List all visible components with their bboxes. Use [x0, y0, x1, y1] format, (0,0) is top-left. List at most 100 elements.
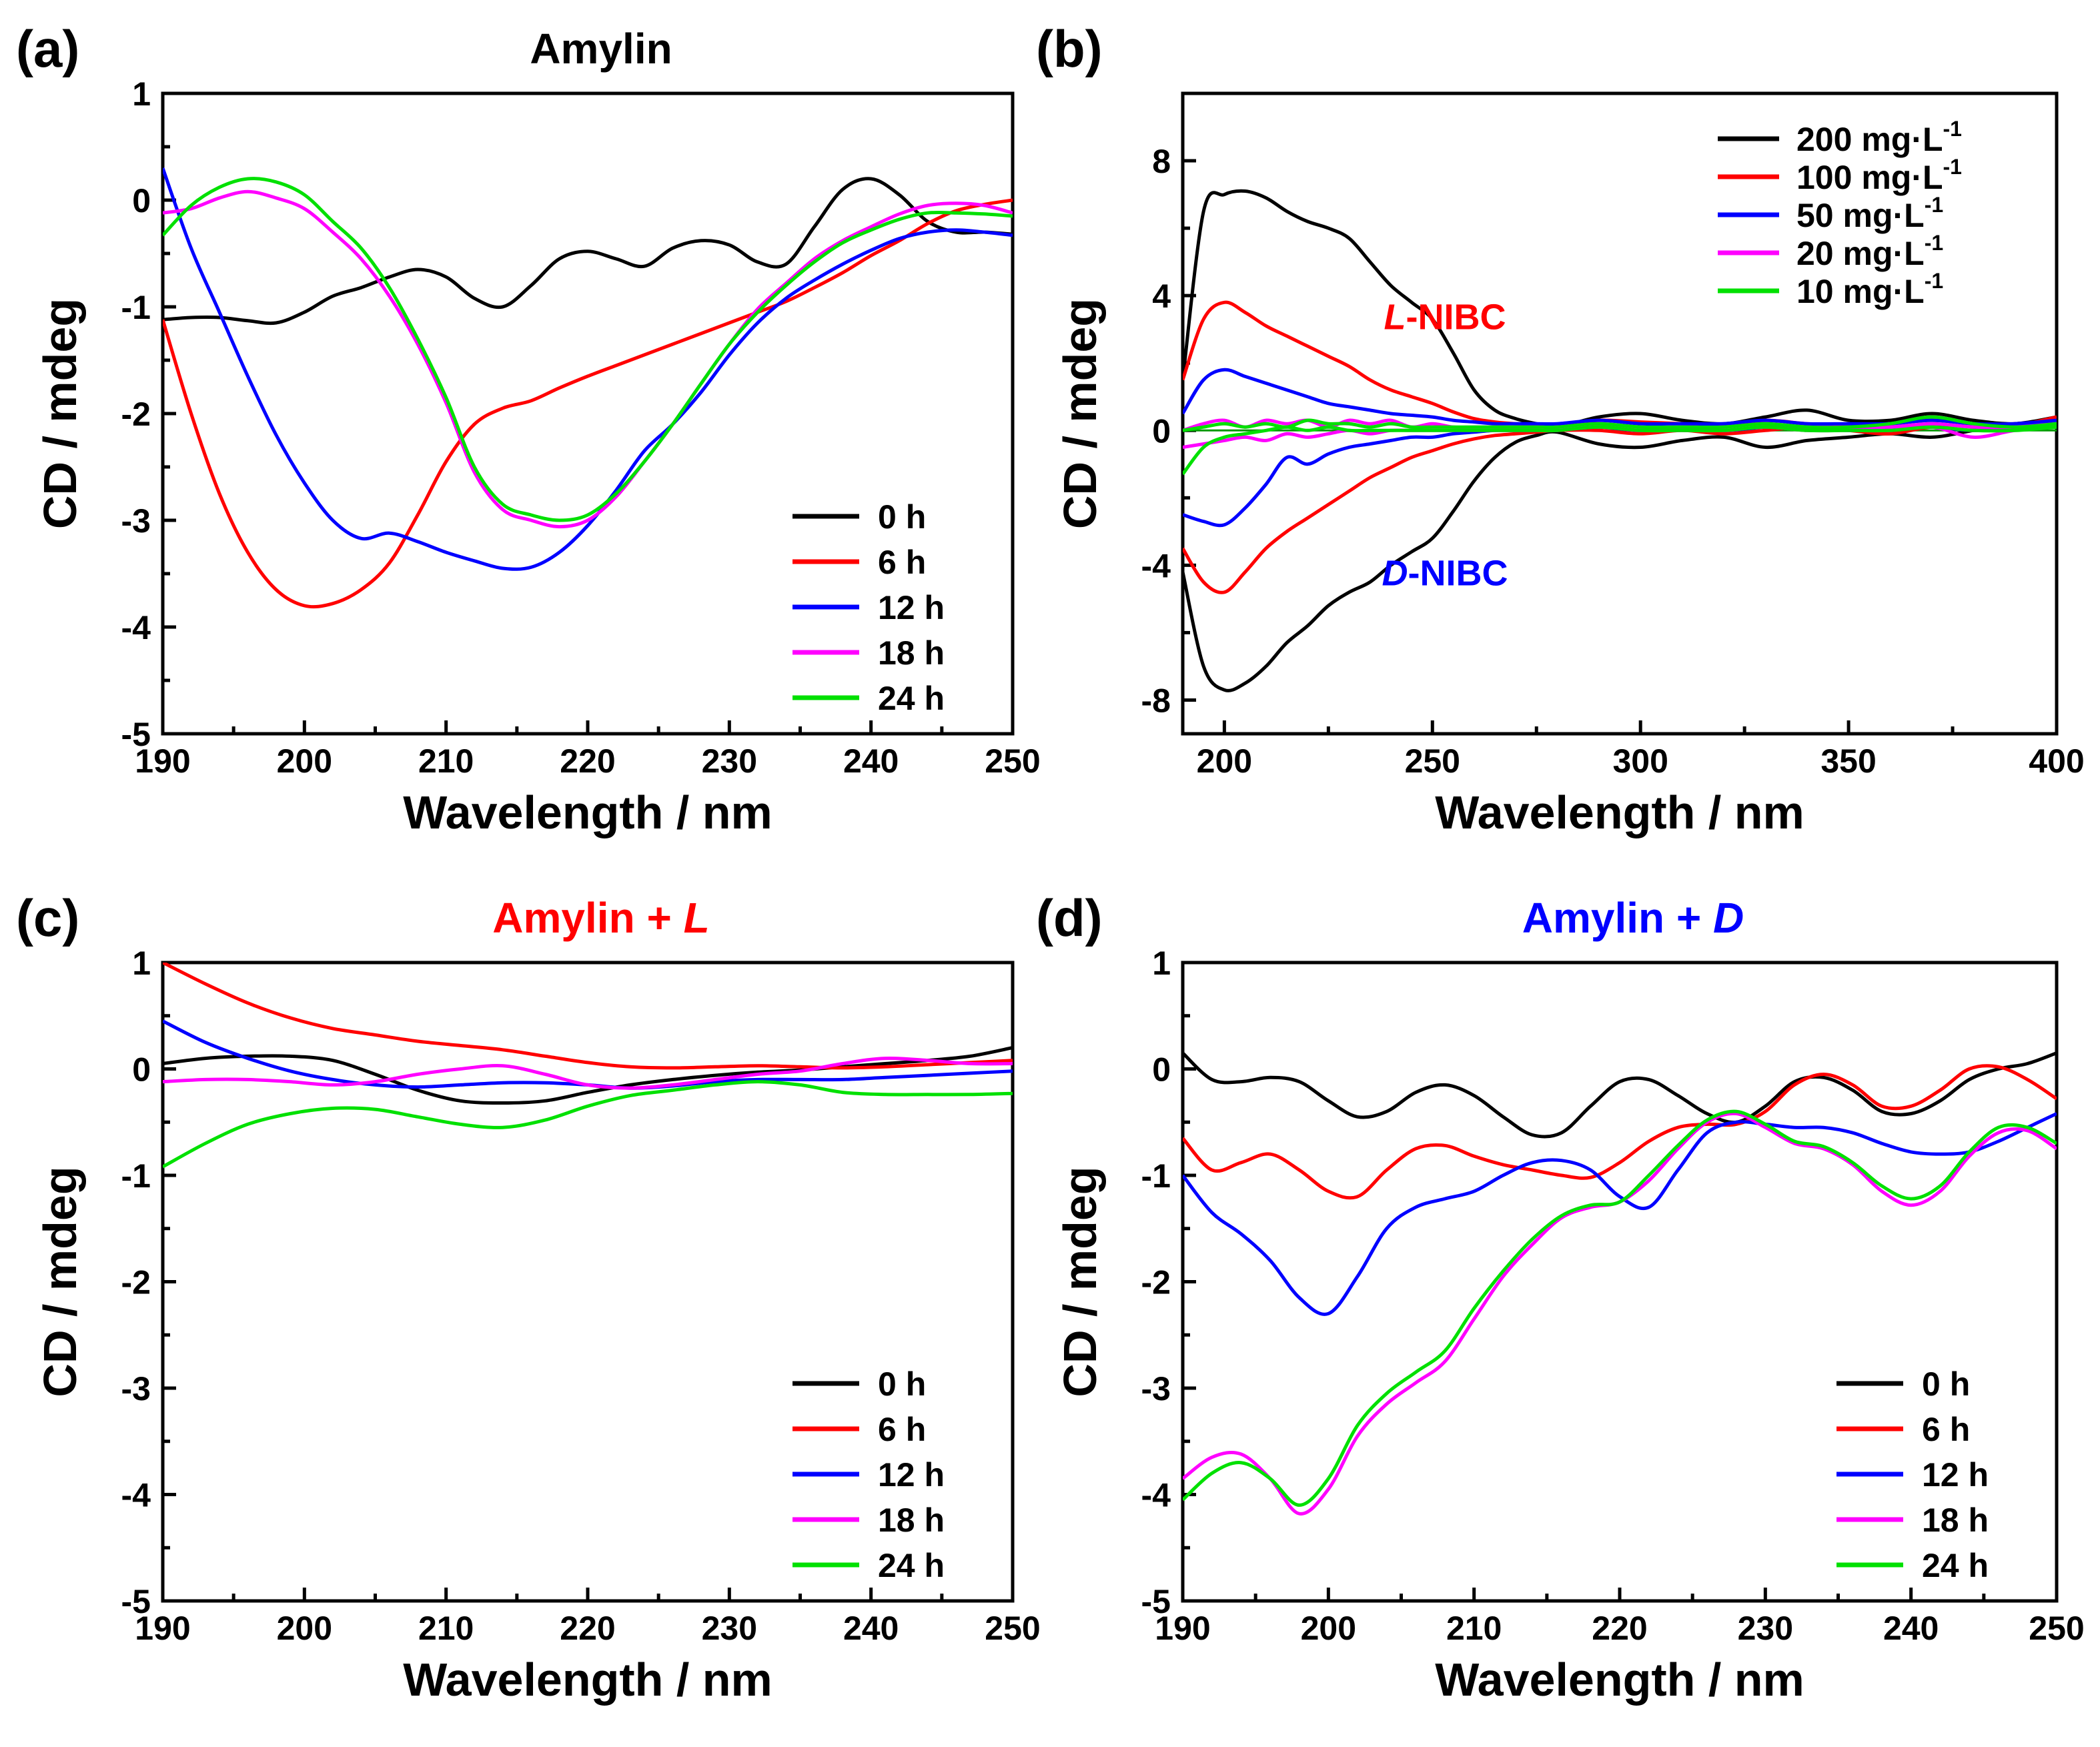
legend-label: 6 h [878, 1411, 926, 1448]
y-tick-label: 8 [1152, 143, 1171, 180]
y-tick-label: 1 [132, 75, 151, 113]
x-tick-label: 210 [1446, 1610, 1502, 1647]
y-tick-label: -5 [121, 1583, 151, 1620]
series-line [163, 177, 1013, 522]
y-tick-label: -5 [1141, 1583, 1171, 1620]
chart-title-part: Amylin + [492, 894, 683, 942]
chart-title-part: D [1713, 894, 1744, 942]
series-line [163, 198, 1013, 609]
x-tick-label: 250 [1405, 742, 1460, 780]
y-tick-label: -3 [121, 1370, 151, 1407]
legend-label: 24 h [878, 680, 945, 717]
annotation-part: -NIBC [1406, 298, 1506, 338]
x-tick-label: 400 [2029, 742, 2084, 780]
annotation: D-NIBC [1382, 554, 1508, 594]
chart-title-part: Amylin [530, 25, 672, 73]
series-line [1183, 421, 2057, 692]
chart-title-part: L [684, 894, 710, 942]
series-line [163, 1056, 1013, 1090]
series-line [1183, 368, 2057, 426]
annotation-part: -NIBC [1408, 554, 1508, 594]
y-tick-label: 0 [132, 1051, 151, 1089]
legend-label: 18 h [878, 634, 945, 672]
annotation: L-NIBC [1384, 298, 1506, 338]
y-tick-label: -4 [1141, 1477, 1171, 1514]
x-tick-label: 240 [843, 1610, 899, 1647]
x-tick-label: 240 [843, 742, 899, 780]
x-tick-label: 210 [418, 1610, 474, 1647]
legend-label: 100 mg·L-1 [1796, 155, 1962, 196]
y-tick-label: -8 [1141, 682, 1171, 719]
series-line [163, 177, 1013, 326]
series-line [163, 1046, 1013, 1105]
y-tick-label: -5 [121, 716, 151, 753]
y-axis-label: CD / mdeg [34, 298, 86, 529]
annotation-part: D [1382, 554, 1408, 594]
legend-label-text: 20 mg·L [1796, 235, 1925, 272]
legend-label-text: 200 mg·L [1796, 121, 1943, 158]
x-tick-label: 200 [277, 742, 332, 780]
series-line [1183, 1111, 2057, 1516]
y-tick-label: -1 [121, 1157, 151, 1195]
y-tick-label: -4 [121, 609, 151, 646]
legend-label: 6 h [878, 544, 926, 581]
series-line [1183, 1109, 2057, 1507]
x-tick-label: 200 [277, 1610, 332, 1647]
y-tick-label: 4 [1152, 277, 1171, 315]
series-line [163, 963, 1013, 1070]
legend-label-text: 10 mg·L [1796, 273, 1925, 310]
x-axis-label: Wavelength / nm [1435, 1654, 1804, 1706]
y-tick-label: -3 [121, 502, 151, 540]
x-tick-label: 210 [418, 742, 474, 780]
series-line [1183, 1051, 2057, 1139]
legend-label: 12 h [1922, 1456, 1989, 1494]
legend-label-sup: -1 [1925, 193, 1943, 217]
legend-label-sup: -1 [1925, 231, 1943, 255]
series-line [1183, 300, 2057, 428]
x-tick-label: 230 [702, 1610, 757, 1647]
y-tick-label: -2 [121, 1264, 151, 1301]
x-tick-label: 300 [1612, 742, 1668, 780]
annotation-part: L [1384, 298, 1406, 338]
x-tick-label: 190 [135, 742, 190, 780]
chart-title-part: Amylin + [1522, 894, 1713, 942]
y-tick-label: 0 [1152, 412, 1171, 450]
y-tick-label: -1 [121, 289, 151, 326]
y-tick-label: -4 [1141, 547, 1171, 584]
y-tick-label: 0 [132, 182, 151, 219]
legend-label: 0 h [1922, 1365, 1970, 1403]
panel-a: 190 200 210 220 230 240 250 -5 -4 -3 -2 -1 0 1 Wavelen… [16, 19, 1041, 838]
series-line [1183, 1112, 2057, 1316]
legend-label: 12 h [878, 589, 945, 626]
series-line [163, 1080, 1013, 1169]
y-tick-label: -2 [121, 396, 151, 433]
series-line [1183, 422, 2057, 528]
legend-label: 24 h [1922, 1547, 1989, 1584]
y-axis-label: CD / mdeg [1054, 298, 1106, 529]
x-tick-label: 200 [1301, 1610, 1356, 1647]
panel-b: 200 250 300 350 400 -8 -4 0 4 8 Wavelength / nm CD … [1036, 19, 2085, 838]
legend-label: 0 h [878, 1365, 926, 1403]
y-axis-label: CD / mdeg [34, 1166, 86, 1397]
series-line [1183, 189, 2057, 430]
panel-c: 190 200 210 220 230 240 250 -5 -4 -3 -2 -1 0 1 Wavelen… [16, 889, 1041, 1706]
panel-label: (a) [16, 19, 79, 78]
y-tick-label: -4 [121, 1477, 151, 1514]
legend-label: 20 mg·L-1 [1796, 231, 1943, 272]
x-tick-label: 220 [560, 1610, 615, 1647]
legend-label-sup: -1 [1943, 155, 1962, 179]
series-line [163, 189, 1013, 529]
legend-label: 0 h [878, 498, 926, 536]
x-tick-label: 220 [560, 742, 615, 780]
y-tick-label: -1 [1141, 1157, 1171, 1195]
legend-label: 12 h [878, 1456, 945, 1494]
x-axis-label: Wavelength / nm [403, 786, 772, 838]
y-tick-label: 0 [1152, 1051, 1171, 1089]
legend-label: 18 h [1922, 1502, 1989, 1539]
chart-title: Amylin + L [492, 894, 709, 942]
legend-label-text: 100 mg·L [1796, 159, 1943, 196]
y-tick-label: -3 [1141, 1370, 1171, 1407]
x-tick-label: 190 [1155, 1610, 1210, 1647]
x-tick-label: 190 [135, 1610, 190, 1647]
